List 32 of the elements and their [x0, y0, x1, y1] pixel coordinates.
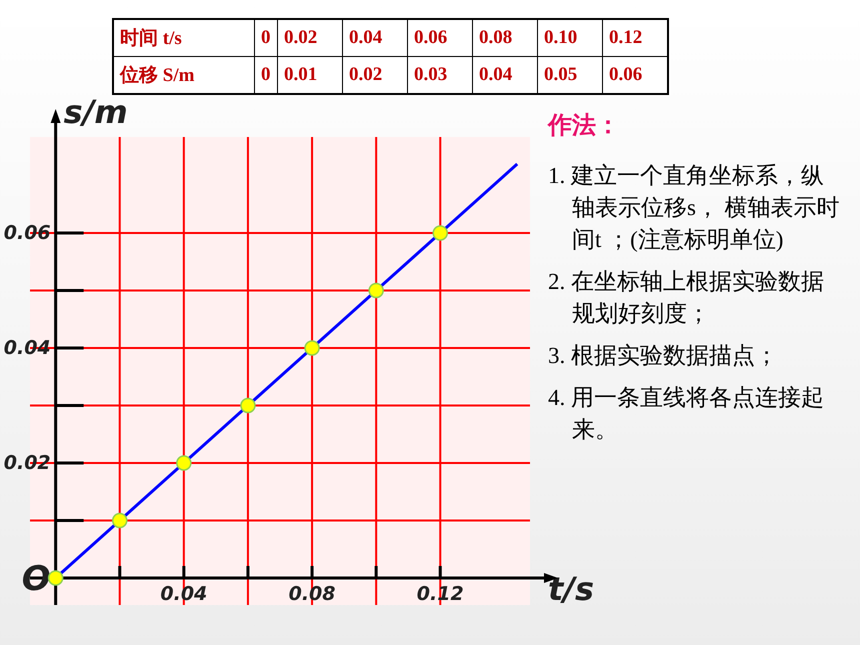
text: 0.02 [342, 56, 408, 94]
text: 0.02 [278, 19, 342, 56]
point [112, 512, 128, 528]
text: 0.05 [538, 56, 602, 94]
text: 2. 在坐标轴上根据实验数据规划好刻度； [548, 268, 825, 328]
y-tick-label: 0.04 [4, 337, 51, 359]
text: 0.03 [408, 56, 472, 94]
text: 作法： [548, 112, 621, 141]
y-tick-label: 0.06 [4, 222, 51, 244]
text: 3. 根据实验数据描点； [548, 342, 779, 370]
y-tick-label: 0.02 [4, 452, 51, 474]
text: 时间 t/s [113, 19, 254, 56]
point [304, 340, 320, 356]
point [176, 455, 192, 471]
text: 0.06 [408, 19, 472, 56]
text: 4. 用一条直线将各点连接起来。 [548, 384, 825, 444]
y-axis-title: s/m [64, 93, 128, 131]
text: 0.10 [538, 19, 602, 56]
text: 0 [254, 56, 278, 94]
text: 0 [254, 19, 278, 56]
text: 0.01 [278, 56, 342, 94]
text: 0.04 [342, 19, 408, 56]
point [240, 398, 256, 414]
text: 0.12 [602, 19, 668, 56]
text: 0.04 [472, 56, 538, 94]
x-axis-title: t/s [548, 570, 594, 608]
text: 0.06 [602, 56, 668, 94]
point [368, 282, 384, 298]
point [432, 225, 448, 241]
text: 1. 建立一个直角坐标系，纵轴表示位移s， 横轴表示时间t ；(注意标明单位) [548, 162, 840, 254]
text: 0.08 [472, 19, 538, 56]
text: 位移 S/m [113, 56, 254, 94]
